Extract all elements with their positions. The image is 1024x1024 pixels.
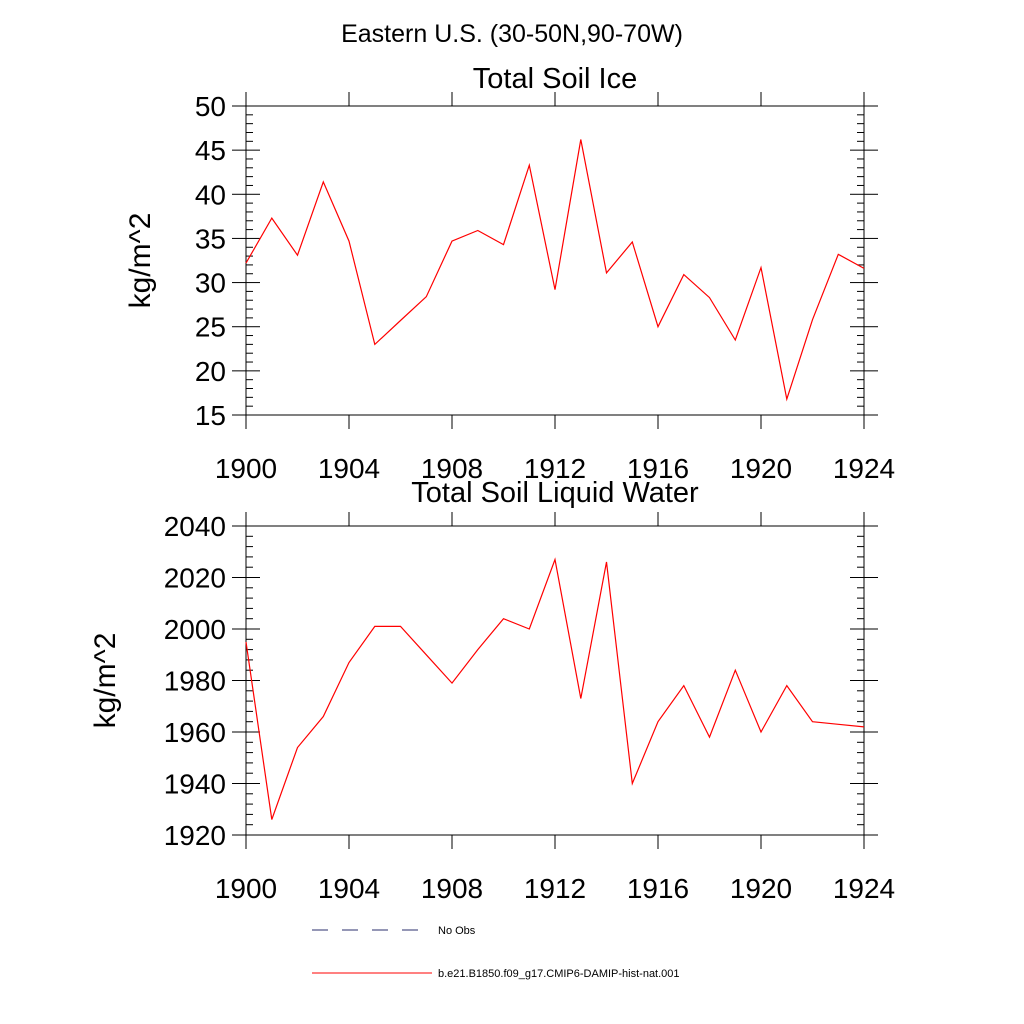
y-tick-label: 25 bbox=[195, 312, 226, 343]
x-tick-label: 1920 bbox=[730, 453, 792, 484]
panel-total-soil-ice: Total Soil Ice 15 20 25 30 35 40 45 50 1900 1904 19… bbox=[124, 63, 895, 484]
y-tick-label: 50 bbox=[195, 91, 226, 122]
x-tick-label: 1900 bbox=[215, 873, 277, 904]
y-tick-label: 2000 bbox=[164, 614, 226, 645]
y-tick-label: 1920 bbox=[164, 820, 226, 851]
y-tick-label: 1980 bbox=[164, 666, 226, 697]
x-tick-label: 1904 bbox=[318, 453, 380, 484]
x-tick-label: 1904 bbox=[318, 873, 380, 904]
y-tick-label: 1960 bbox=[164, 717, 226, 748]
plot-frame bbox=[245, 525, 865, 836]
series-line-total-soil-liquid-water bbox=[245, 557, 865, 820]
x-tick-label: 1924 bbox=[833, 873, 895, 904]
panel-total-soil-liquid-water: Total Soil Liquid Water 1920 1940 1960 1980 2… bbox=[89, 477, 895, 904]
y-tick-label: 20 bbox=[195, 356, 226, 387]
legend-label-model: b.e21.B1850.f09_g17.CMIP6-DAMIP-hist-nat… bbox=[438, 968, 680, 980]
plot-frame bbox=[245, 105, 865, 416]
x-tick-label: 1924 bbox=[833, 453, 895, 484]
y-tick-label: 1940 bbox=[164, 769, 226, 800]
x-tick-label: 1912 bbox=[524, 873, 586, 904]
y-tick-label: 35 bbox=[195, 223, 226, 254]
legend-label-no-obs: No Obs bbox=[438, 925, 476, 937]
y-tick-label: 30 bbox=[195, 268, 226, 299]
x-tick-label: 1908 bbox=[421, 873, 483, 904]
y-tick-label: 2040 bbox=[164, 511, 226, 542]
chart-title-total-soil-ice: Total Soil Ice bbox=[473, 63, 637, 95]
y-axis-label: kg/m^2 bbox=[89, 633, 122, 729]
y-tick-label: 15 bbox=[195, 400, 226, 431]
y-tick-label: 45 bbox=[195, 135, 226, 166]
y-tick-label: 2020 bbox=[164, 563, 226, 594]
x-tick-label: 1912 bbox=[524, 453, 586, 484]
series-line-total-soil-ice bbox=[245, 139, 865, 402]
chart-title-total-soil-liquid-water: Total Soil Liquid Water bbox=[411, 477, 699, 509]
x-tick-label: 1916 bbox=[627, 453, 689, 484]
x-tick-label: 1920 bbox=[730, 873, 792, 904]
x-tick-label: 1916 bbox=[627, 873, 689, 904]
x-tick-label: 1900 bbox=[215, 453, 277, 484]
x-tick-label: 1908 bbox=[421, 453, 483, 484]
y-tick-label: 40 bbox=[195, 179, 226, 210]
main-title: Eastern U.S. (30-50N,90-70W) bbox=[341, 20, 683, 48]
legend: No Obs b.e21.B1850.f09_g17.CMIP6-DAMIP-h… bbox=[312, 925, 680, 980]
y-axis-label: kg/m^2 bbox=[124, 213, 157, 309]
